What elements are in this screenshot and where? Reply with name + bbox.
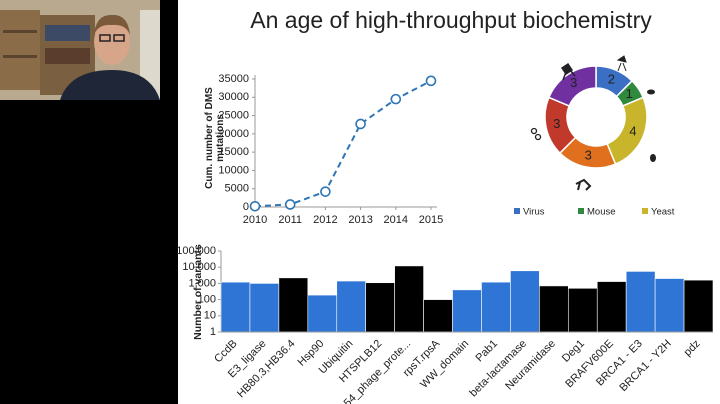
y-tick-label: 1,000: [188, 277, 216, 289]
icon: [530, 127, 538, 135]
segment-label: 4: [629, 124, 636, 139]
y-tick-label: 100: [198, 294, 216, 306]
data-point: [355, 118, 366, 130]
y-tick-label: 1: [210, 326, 216, 338]
bar: [654, 278, 685, 333]
y-tick-label: 10: [204, 310, 216, 322]
y-tick-label: 10,000: [182, 261, 216, 273]
legend-swatch: [642, 208, 648, 214]
bar: [625, 271, 656, 333]
bar: [596, 281, 627, 333]
y-axis-label: Number of variants: [192, 244, 204, 340]
y-axis-label: Cum. number of DMS mutations: [204, 87, 226, 189]
y-tick-label: 30000: [218, 91, 249, 103]
segment-label: 3: [585, 148, 592, 163]
segment-label: 1: [626, 86, 633, 101]
bar: [510, 270, 540, 333]
bar: [683, 279, 714, 333]
bar: [336, 280, 367, 333]
segment-label: 3: [570, 75, 577, 90]
bar: [539, 285, 569, 333]
x-tick-label: 2012: [313, 214, 337, 226]
icon: [534, 133, 542, 141]
y-tick-label: 25000: [218, 109, 249, 121]
legend-label: Yeast: [651, 207, 675, 218]
x-tick-label: 2013: [348, 214, 372, 226]
icon: [560, 62, 576, 81]
icon: [650, 154, 656, 162]
bar: [278, 277, 309, 333]
y-tick-label: 15000: [218, 146, 249, 158]
bar: [365, 282, 395, 333]
donut-segment: [547, 65, 597, 107]
legend-label: Mouse: [587, 207, 616, 218]
y-tick-label: 20000: [218, 128, 249, 140]
x-tick-label: 2010: [243, 214, 267, 226]
slide-title: An age of high-throughput biochemistry: [250, 7, 652, 33]
y-tick-label: 100,000: [176, 245, 216, 257]
segment-label: 3: [553, 116, 560, 131]
data-point: [320, 186, 331, 197]
x-tick-label: 2015: [419, 214, 443, 226]
bar: [220, 281, 251, 333]
data-line: [254, 79, 432, 208]
y-tick-label: 5000: [225, 183, 249, 195]
data-point: [390, 93, 402, 105]
bar: [567, 287, 598, 333]
icon: [616, 55, 627, 72]
data-point: [249, 200, 261, 212]
legend-swatch: [578, 208, 584, 214]
x-tick-label: 2014: [384, 214, 408, 226]
data-point: [284, 199, 296, 210]
y-tick-label: 35000: [218, 73, 249, 85]
icon: [647, 89, 655, 95]
bar: [249, 283, 280, 333]
y-tick-label: 10000: [218, 164, 249, 176]
y-tick-label: 0: [243, 201, 249, 213]
icon: [575, 178, 592, 191]
x-tick-label: 2011: [278, 214, 302, 226]
segment-label: 2: [608, 71, 615, 86]
webcam: [0, 0, 178, 100]
bar: [307, 294, 338, 333]
bar: [394, 265, 424, 333]
bar: [452, 289, 482, 333]
bar: [423, 299, 453, 333]
legend-label: Virus: [523, 207, 545, 218]
legend-swatch: [514, 208, 520, 214]
bar: [481, 281, 511, 333]
slide: [178, 0, 720, 404]
data-point: [425, 75, 437, 87]
